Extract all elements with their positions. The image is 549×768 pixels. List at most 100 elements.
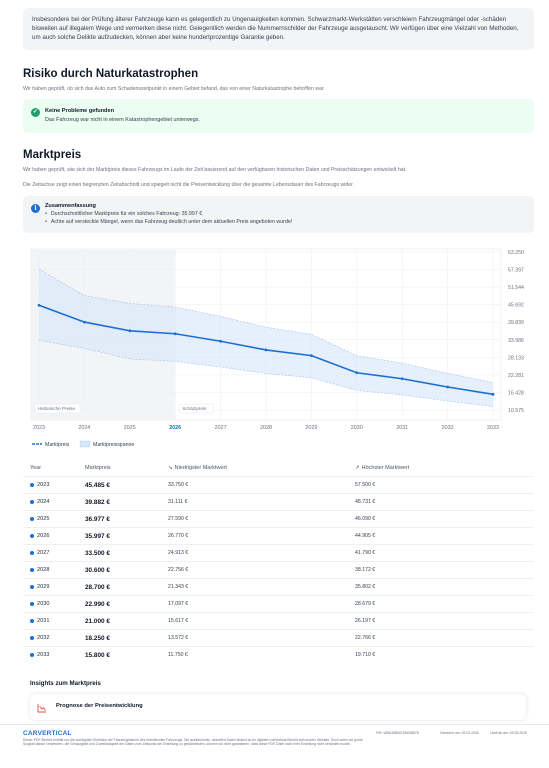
x-tick-label: 2030	[351, 425, 363, 431]
table-header: Year Marktpreis ↘ Niedrigster Marktwert ↗…	[23, 462, 534, 476]
row-year: 2030	[30, 601, 49, 607]
row-high: 44.905 €	[355, 533, 376, 539]
y-tick-label: 10.575	[508, 408, 524, 414]
header-high-label: Höchster Marktwert	[361, 465, 410, 471]
disaster-status-text: Das Fahrzeug war nicht in einem Katastro…	[45, 117, 200, 123]
market-price-point	[128, 329, 132, 333]
row-price: 35.997 €	[85, 533, 110, 540]
arrow-up-icon: ↗	[355, 465, 360, 471]
table-row: 2024 39.882 € 31.111 € 48.731 €	[23, 493, 534, 510]
y-tick-label: 51.544	[508, 285, 524, 291]
row-year: 2032	[30, 635, 49, 641]
x-tick-label: 2027	[215, 425, 227, 431]
row-year: 2027	[30, 550, 49, 556]
year-dot	[30, 482, 34, 487]
check-icon: ✓	[31, 108, 40, 117]
x-tick-label: 2026	[169, 425, 181, 431]
year-dot	[30, 567, 34, 572]
market-section-title: Marktpreis	[23, 149, 82, 161]
row-year: 2024	[30, 499, 49, 505]
row-high: 26.197 €	[355, 618, 376, 624]
row-low: 27.590 €	[168, 516, 189, 522]
estimate-label: Schätzpreis	[182, 406, 207, 411]
price-range-band	[39, 269, 493, 407]
insight-card[interactable]: Prognose der Preisentwicklung	[30, 694, 526, 720]
carvertical-logo: CARVERTICAL	[23, 730, 72, 737]
row-year: 2033	[30, 652, 49, 658]
table-row: 2027 33.500 € 24.913 € 41.790 €	[23, 544, 534, 561]
table-row: 2028 30.600 € 22.756 € 38.172 €	[23, 561, 534, 578]
market-price-point	[173, 332, 177, 336]
historic-label-box	[34, 403, 81, 414]
row-high: 41.790 €	[355, 550, 376, 556]
row-year-label: 2030	[37, 601, 50, 607]
row-low: 21.343 €	[168, 584, 189, 590]
row-high: 38.172 €	[355, 567, 376, 573]
x-tick-label: 2028	[260, 425, 272, 431]
market-price-point	[400, 377, 404, 381]
row-year: 2026	[30, 533, 49, 539]
insight-card-title: Prognose der Preisentwicklung	[56, 703, 143, 709]
table-row: 2026 35.997 € 26.770 € 44.905 €	[23, 527, 534, 544]
x-tick-label: 2033	[487, 425, 499, 431]
market-price-point	[491, 392, 495, 396]
market-price-point	[83, 320, 86, 324]
y-tick-label: 63.250	[508, 250, 524, 256]
market-summary-title: Zusammenfassung	[45, 203, 96, 209]
disaster-section-text: Wir haben geprüft, ob sich das Auto zum …	[23, 86, 325, 92]
row-year-label: 2027	[37, 550, 50, 556]
legend-market-price: Marktpreis	[45, 442, 70, 448]
y-tick-label: 16.428	[508, 390, 524, 396]
row-price: 30.600 €	[85, 567, 110, 574]
footer-expires: Läuft ab am: 09.05.2026	[490, 731, 527, 735]
row-low: 26.770 €	[168, 533, 189, 539]
x-tick-label: 2024	[78, 425, 90, 431]
historic-label: Historische Preise	[38, 406, 75, 411]
footer-disclaimer: Dieser PDF-Bericht enthält nur die wicht…	[23, 738, 363, 747]
row-price: 28.700 €	[85, 584, 110, 591]
y-tick-label: 28.133	[508, 355, 524, 361]
row-low: 17.097 €	[168, 601, 189, 607]
row-price: 45.485 €	[85, 482, 110, 489]
header-year: Year	[30, 465, 42, 471]
estimate-label-box	[178, 403, 214, 414]
row-high: 46.090 €	[355, 516, 376, 522]
accuracy-note: Insbesondere bei der Prüfung älterer Fah…	[23, 8, 534, 50]
row-price: 36.977 €	[85, 516, 110, 523]
row-year-label: 2026	[37, 533, 50, 539]
market-price-chart: 63.250 57.397 51.544 45.692 39.839 33.986 28.1…	[30, 248, 524, 448]
market-price-point	[37, 303, 41, 307]
x-tick-label: 2023	[33, 425, 45, 431]
year-dot	[30, 618, 34, 623]
y-tick-label: 45.692	[508, 303, 524, 309]
row-year-label: 2029	[37, 584, 50, 590]
insights-title: Insights zum Marktpreis	[30, 680, 101, 687]
row-year: 2025	[30, 516, 49, 522]
year-dot	[30, 550, 34, 555]
row-year: 2029	[30, 584, 49, 590]
year-dot	[30, 584, 34, 589]
x-tick-label: 2032	[442, 425, 454, 431]
table-row: 2023 45.485 € 33.750 € 57.500 €	[23, 476, 534, 493]
x-tick-label: 2029	[305, 425, 317, 431]
market-price-table: Year Marktpreis ↘ Niedrigster Marktwert ↗…	[23, 462, 534, 663]
row-price: 18.250 €	[85, 635, 110, 642]
page-footer: CARVERTICAL Dieser PDF-Bericht enthält n…	[0, 724, 549, 768]
row-high: 35.802 €	[355, 584, 376, 590]
year-dot	[30, 533, 34, 538]
row-year: 2031	[30, 618, 49, 624]
y-tick-label: 39.839	[508, 320, 524, 326]
row-year-label: 2031	[37, 618, 50, 624]
trend-down-icon	[37, 704, 46, 713]
footer-generated: Generiert am: 09.04.2026	[440, 731, 479, 735]
row-price: 21.000 €	[85, 618, 110, 625]
header-price: Marktpreis	[85, 465, 111, 471]
row-high: 28.679 €	[355, 601, 376, 607]
table-row: 2032 18.250 € 13.572 € 22.766 €	[23, 629, 534, 646]
row-low: 33.750 €	[168, 482, 189, 488]
market-summary-box: i Zusammenfassung Durchschnittlicher Mar…	[23, 196, 534, 233]
table-row: 2025 36.977 € 27.590 € 46.090 €	[23, 510, 534, 527]
table-row: 2033 15.800 € 11.750 € 19.710 €	[23, 646, 534, 663]
header-low-label: Niedrigster Marktwert	[174, 465, 227, 471]
row-year-label: 2028	[37, 567, 50, 573]
